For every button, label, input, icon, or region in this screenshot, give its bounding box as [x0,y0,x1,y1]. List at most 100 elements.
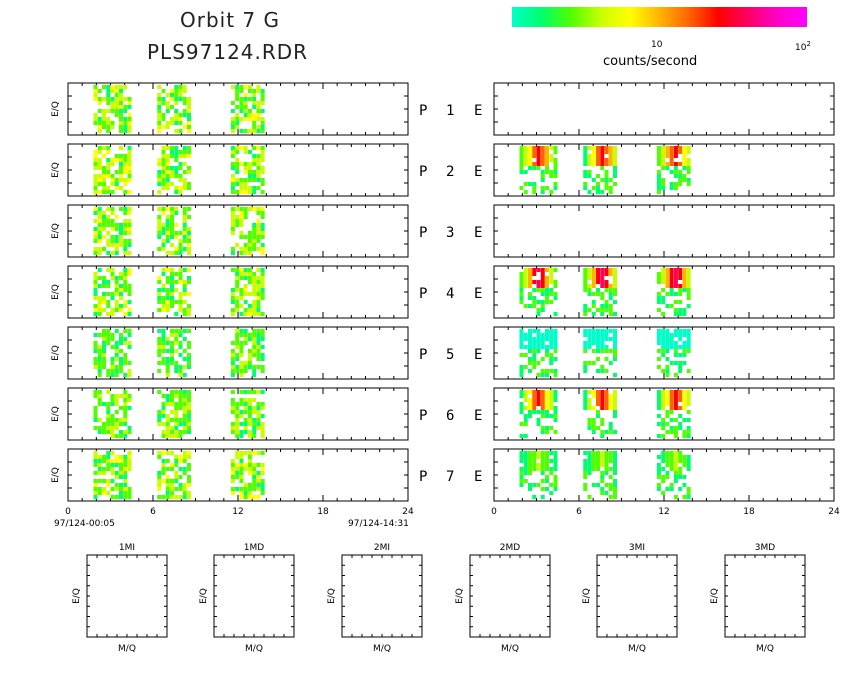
heat-cell [549,268,554,272]
heat-cell [549,288,554,292]
heat-cell [182,312,187,316]
heat-cell [528,146,532,150]
heat-cell [123,223,128,227]
heat-cell [583,304,588,308]
heat-cell [613,146,617,150]
heat-cell [596,394,600,398]
heat-cell [239,491,244,495]
heat-cell [549,341,554,345]
heat-cell [553,158,558,162]
heat-cell [600,479,605,483]
heat-cell [661,422,666,426]
heat-cell [583,471,588,475]
heat-cell [252,174,257,178]
heat-cell [545,402,549,406]
heat-cell [157,349,162,353]
heat-cell [106,215,111,219]
heat-cell [247,85,252,89]
heat-cell [656,483,661,487]
heat-cell [165,170,170,174]
heat-cell [583,158,588,162]
heat-cell [591,390,596,394]
heat-cell [123,178,128,182]
heat-cell [182,329,187,333]
heat-cell [256,471,261,475]
heat-cell [613,463,617,467]
heat-cell [243,207,248,211]
heat-cell [600,178,605,182]
heat-cell [110,467,115,471]
heat-cell [260,129,265,133]
heat-cell [170,146,174,150]
heat-cell [682,353,687,357]
heat-cell [182,170,187,174]
heat-cell [661,178,666,182]
heat-cell [596,182,600,186]
heat-cell [604,182,609,186]
colorbar-label: counts/second [603,54,698,69]
heat-cell [553,463,558,467]
x-tick-label: 24 [828,507,840,517]
row-label-number: 3 [446,225,454,241]
heat-cell [230,390,235,394]
heat-cell [252,117,257,121]
heat-cell [230,268,235,272]
heat-cell [161,451,166,455]
heat-cell [545,430,549,434]
heat-cell [591,304,596,308]
heat-cell [182,211,187,215]
heat-cell [596,414,600,418]
heat-cell [553,459,558,463]
heat-cell [243,369,248,373]
heat-cell [97,223,102,227]
heat-cell [604,430,609,434]
heat-cell [165,483,170,487]
heat-cell [106,292,111,296]
heat-cell [243,235,248,239]
heat-cell [686,182,691,186]
heat-cell [665,284,670,288]
heat-cell [600,345,605,349]
heat-cell [157,475,162,479]
heat-cell [178,398,183,402]
y-axis-label: E/Q [51,406,61,422]
heat-cell [243,215,248,219]
heat-cell [106,491,111,495]
heat-cell [110,312,115,316]
heat-cell [243,491,248,495]
heat-cell [252,451,257,455]
heat-cell [260,146,265,150]
heat-cell [178,121,183,125]
heat-cell [178,178,183,182]
heat-cell [161,341,166,345]
heat-cell [682,495,687,499]
heat-cell [123,495,128,499]
heat-cell [678,276,683,280]
heat-cell [549,406,554,410]
heat-cell [613,471,617,475]
heat-cell [127,487,132,491]
heat-cell [669,426,674,430]
heat-cell [174,414,179,418]
heat-cell [127,430,132,434]
end-time-label: 97/124-14:31 [348,519,409,529]
heat-cell [540,459,545,463]
heat-cell [613,414,617,418]
heat-cell [591,284,596,288]
heat-cell [239,345,244,349]
heat-cell [256,113,261,117]
heat-cell [256,300,261,304]
heat-cell [114,227,119,231]
heat-cell [528,150,532,154]
heat-cell [235,117,240,121]
mass-x-label: M/Q [628,644,646,654]
heat-cell [587,345,592,349]
heat-cell [174,495,179,499]
heat-cell [252,121,257,125]
heat-cell [665,394,670,398]
heat-cell [161,223,166,227]
heat-cell [123,414,128,418]
heat-cell [178,394,183,398]
heat-cell [239,430,244,434]
heat-cell [553,166,558,170]
